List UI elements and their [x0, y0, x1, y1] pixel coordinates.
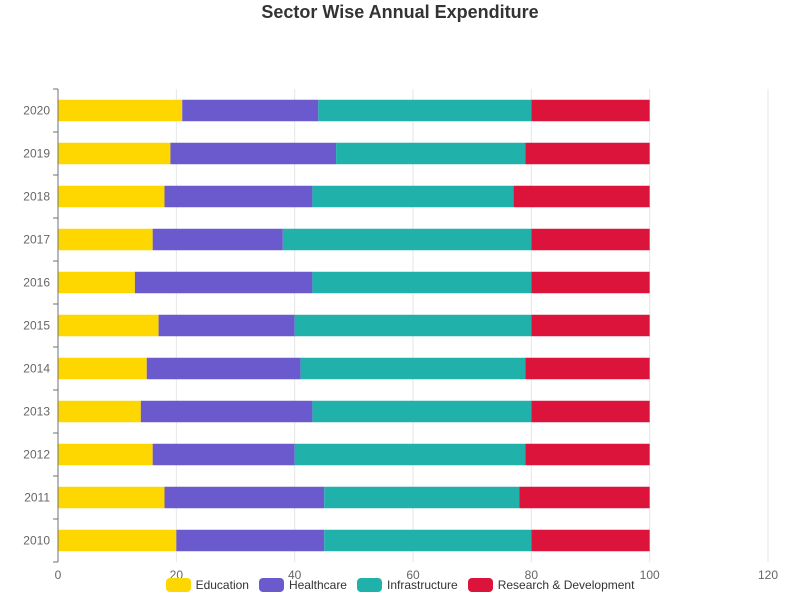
axes — [53, 88, 59, 563]
bar-research-development-2013 — [531, 400, 650, 423]
y-tick-label: 2019 — [23, 147, 50, 161]
legend-label: Education — [195, 578, 249, 592]
bar-education-2013 — [58, 400, 141, 423]
legend-swatch — [258, 578, 284, 592]
legend-label: Infrastructure — [386, 578, 458, 592]
bar-education-2020 — [58, 99, 183, 122]
bar-research-development-2018 — [513, 185, 650, 208]
chart-title: Sector Wise Annual Expenditure — [261, 2, 539, 22]
legend-swatch — [165, 578, 191, 592]
bar-infrastructure-2013 — [312, 400, 532, 423]
y-tick-label: 2010 — [23, 534, 50, 548]
bar-infrastructure-2011 — [324, 486, 520, 509]
bar-research-development-2016 — [531, 271, 650, 294]
legend: Education Healthcare Infrastructure Researc… — [0, 578, 800, 592]
bar-research-development-2011 — [519, 486, 650, 509]
y-tick-label: 2018 — [23, 190, 50, 204]
bar-healthcare-2013 — [140, 400, 313, 423]
legend-swatch — [467, 578, 493, 592]
x-tick-label: 120 — [758, 568, 778, 582]
x-tick-label: 0 — [55, 568, 62, 582]
bar-education-2010 — [58, 529, 177, 552]
legend-item[interactable]: Healthcare — [258, 578, 347, 592]
bar-research-development-2019 — [525, 142, 650, 165]
y-tick-label: 2017 — [23, 233, 50, 247]
bar-infrastructure-2020 — [318, 99, 532, 122]
bar-research-development-2020 — [531, 99, 650, 122]
bar-education-2011 — [58, 486, 165, 509]
bar-research-development-2010 — [531, 529, 650, 552]
legend-label: Research & Development — [497, 578, 635, 592]
bar-infrastructure-2016 — [312, 271, 532, 294]
bar-healthcare-2015 — [158, 314, 295, 337]
bar-education-2018 — [58, 185, 165, 208]
bar-research-development-2017 — [531, 228, 650, 251]
y-tick-label: 2016 — [23, 276, 50, 290]
bar-healthcare-2012 — [152, 443, 295, 466]
bar-healthcare-2010 — [176, 529, 325, 552]
bar-research-development-2015 — [531, 314, 650, 337]
bar-infrastructure-2010 — [324, 529, 532, 552]
y-tick-label: 2012 — [23, 448, 50, 462]
bar-research-development-2012 — [525, 443, 650, 466]
x-tick-label: 60 — [406, 568, 420, 582]
bars — [58, 99, 650, 552]
x-tick-label: 100 — [640, 568, 660, 582]
bar-education-2019 — [58, 142, 171, 165]
x-tick-label: 40 — [288, 568, 302, 582]
bar-research-development-2014 — [525, 357, 650, 380]
bar-healthcare-2011 — [164, 486, 325, 509]
y-tick-label: 2020 — [23, 104, 50, 118]
legend-item[interactable]: Research & Development — [467, 578, 635, 592]
bar-infrastructure-2014 — [300, 357, 526, 380]
tick-labels: 0 20 40 60 80 100 1202010201120122013201420152… — [23, 104, 778, 583]
legend-label: Healthcare — [288, 578, 347, 592]
bar-education-2017 — [58, 228, 153, 251]
bar-healthcare-2017 — [152, 228, 283, 251]
legend-item[interactable]: Education — [165, 578, 249, 592]
bar-education-2014 — [58, 357, 147, 380]
bar-healthcare-2016 — [134, 271, 313, 294]
legend-swatch — [356, 578, 382, 592]
bar-infrastructure-2018 — [312, 185, 514, 208]
bar-healthcare-2014 — [146, 357, 301, 380]
y-tick-label: 2014 — [23, 362, 50, 376]
bar-education-2016 — [58, 271, 135, 294]
x-tick-label: 80 — [525, 568, 539, 582]
bar-healthcare-2020 — [182, 99, 319, 122]
y-tick-label: 2011 — [24, 491, 50, 505]
bar-education-2015 — [58, 314, 159, 337]
bar-education-2012 — [58, 443, 153, 466]
bar-infrastructure-2019 — [336, 142, 526, 165]
bar-infrastructure-2017 — [282, 228, 532, 251]
y-tick-label: 2013 — [23, 405, 50, 419]
y-tick-label: 2015 — [23, 319, 50, 333]
bar-infrastructure-2012 — [294, 443, 526, 466]
bar-infrastructure-2015 — [294, 314, 532, 337]
bar-healthcare-2018 — [164, 185, 313, 208]
bar-healthcare-2019 — [170, 142, 337, 165]
legend-item[interactable]: Infrastructure — [356, 578, 458, 592]
